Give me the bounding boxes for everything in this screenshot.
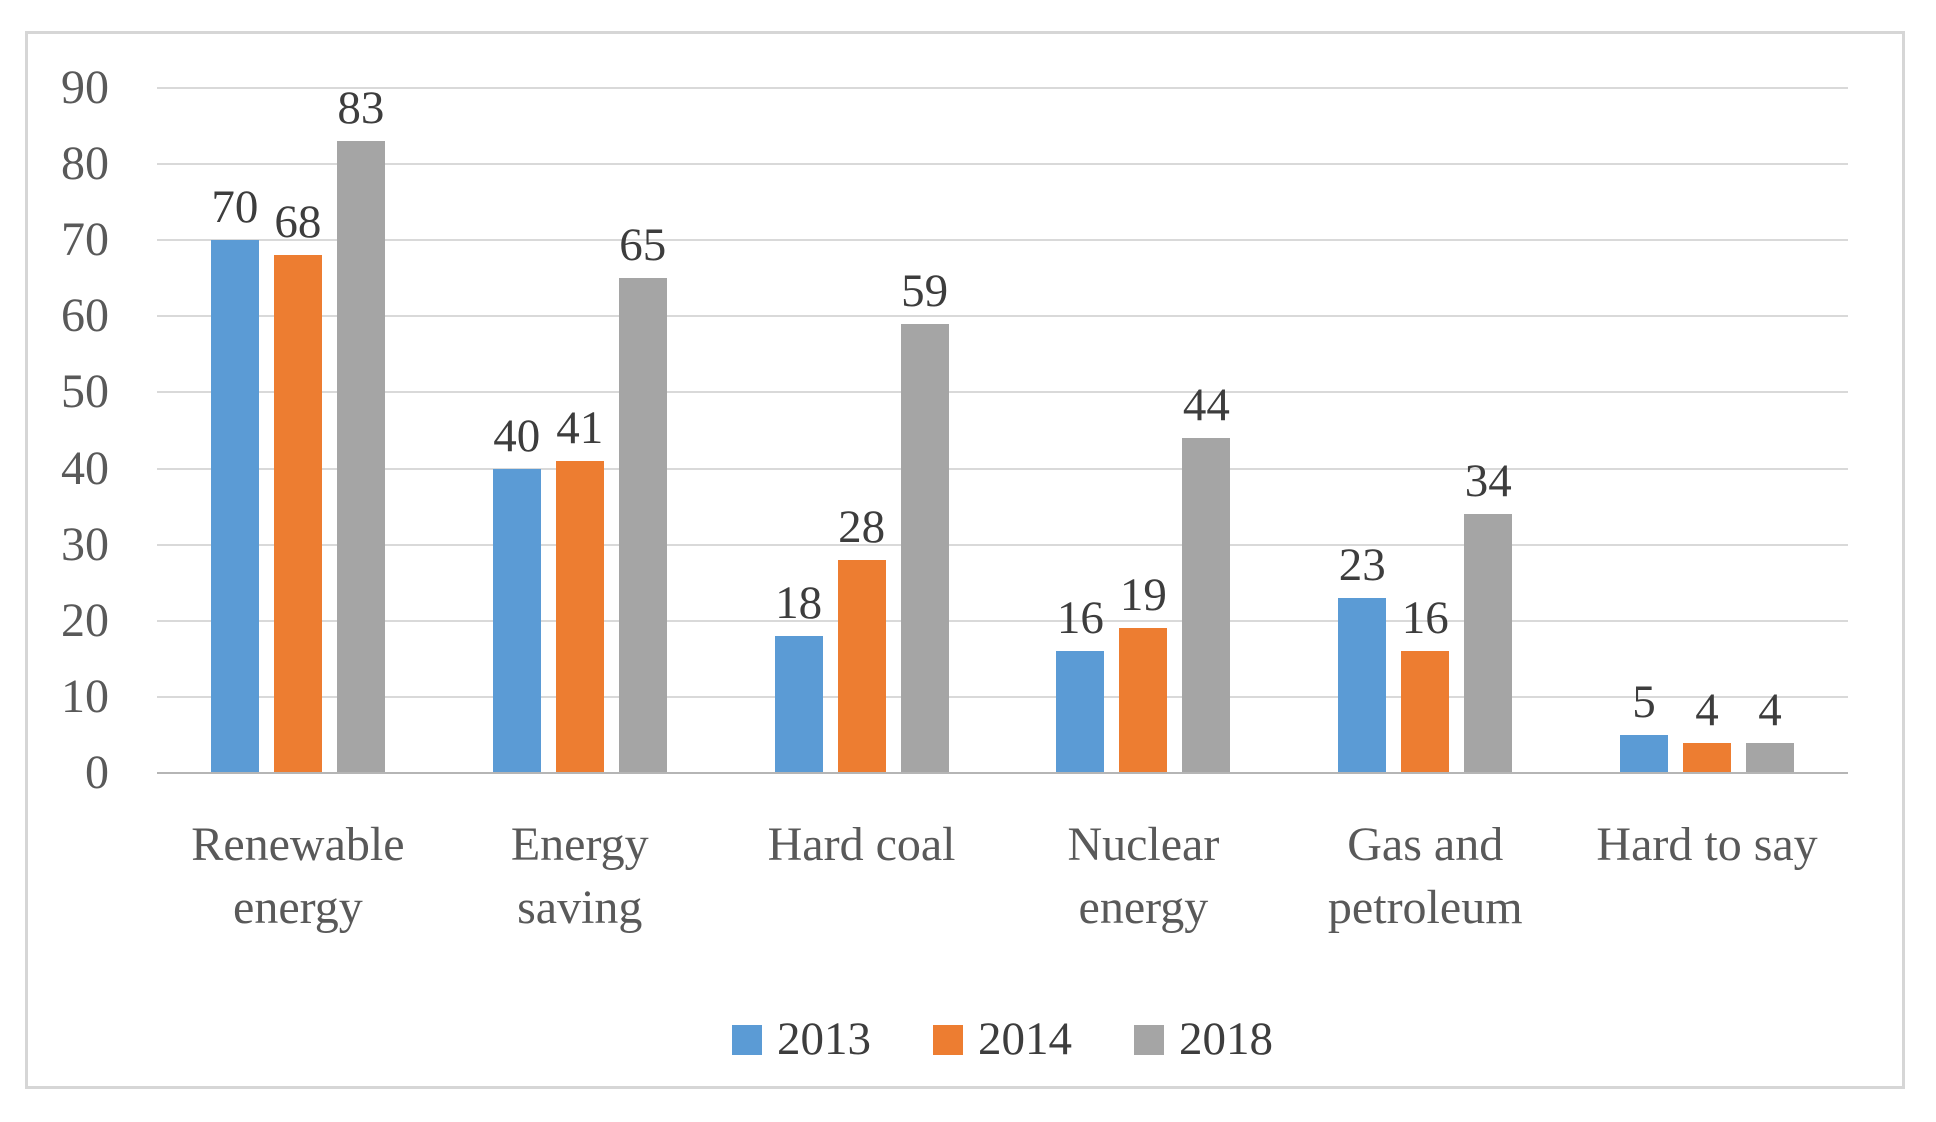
bar-2013: 70 [210,184,259,773]
data-label: 59 [901,264,949,317]
legend-label: 2018 [1179,1013,1273,1065]
bar-2013: 5 [1620,678,1669,773]
y-tick-label-0: 0 [85,746,109,799]
gridline-80 [157,163,1848,166]
data-label: 4 [1758,683,1782,736]
y-tick-label-80: 80 [61,137,109,191]
category-label-6: Hard to say [1596,818,1818,871]
legend-swatch-icon [933,1024,963,1055]
bar-group-1: 70 68 83 [157,85,439,773]
chart-legend: 2013 2014 2018 [157,1016,1848,1063]
y-tick-label-20: 20 [61,593,109,647]
gridline-70 [157,239,1848,242]
data-label: 19 [1119,569,1167,622]
gridline-60 [157,315,1848,318]
category-label-5: Gas and petroleum [1327,818,1523,935]
category-label-1: Renewable energy [191,818,405,935]
bar-2018: 59 [900,267,949,773]
category-axis-labels: Renewable energy Energy saving Hard coal Nu… [157,813,1848,940]
legend-item-2013: 2013 [732,1016,871,1063]
bar-2013: 23 [1338,541,1387,773]
legend-label: 2013 [777,1013,871,1065]
data-label: 4 [1695,683,1719,736]
bar-2018: 4 [1746,686,1795,773]
data-label: 34 [1464,455,1512,508]
data-label: 5 [1632,675,1656,728]
bar-2013: 40 [492,412,541,773]
gridline-30 [157,543,1848,546]
bar-2014: 19 [1119,572,1168,773]
data-label: 18 [775,577,823,629]
bar-group-3: 18 28 59 [721,88,1003,773]
bar-2014: 68 [273,199,322,773]
gridline-90 [157,87,1848,89]
y-tick-label-40: 40 [61,441,109,495]
bar-2018: 34 [1464,458,1513,773]
bar-groups-layer: 70 68 83 40 41 65 18 28 59 16 19 44 23 16 34 5 4 4 [157,85,1848,773]
category-label-4: Nuclear energy [1067,818,1220,935]
plot-area: 0 10 20 30 40 50 60 70 80 90 70 68 83 40 41 65 18 28 59 16… [61,64,1848,1063]
bar-2018: 44 [1182,382,1231,773]
y-tick-label-70: 70 [61,213,109,267]
bar-2018: 65 [618,222,667,773]
x-axis-line [157,772,1848,774]
data-label: 68 [274,196,322,249]
legend-swatch-icon [732,1024,762,1055]
data-label: 40 [493,409,541,462]
gridline-50 [157,391,1848,394]
gridline-40 [157,467,1848,470]
bar-2013: 18 [774,580,823,773]
gridline-10 [157,695,1848,698]
data-label: 16 [1401,592,1449,645]
bar-group-2: 40 41 65 [439,88,721,773]
bar-2014: 28 [837,503,886,773]
bar-2018: 83 [336,85,385,773]
data-label: 83 [337,82,385,135]
data-label: 23 [1338,538,1386,591]
data-label: 16 [1056,592,1104,645]
y-tick-label-10: 10 [61,669,109,723]
y-tick-label-60: 60 [61,289,109,343]
bar-2014: 16 [1401,595,1450,773]
bar-2013: 16 [1056,595,1105,773]
legend-label: 2014 [978,1013,1072,1065]
y-tick-label-50: 50 [61,365,109,419]
data-label: 44 [1182,379,1230,432]
y-tick-label-30: 30 [61,517,109,571]
y-tick-label-90: 90 [61,61,109,114]
category-label-3: Hard coal [767,818,956,871]
data-label: 28 [838,500,886,553]
bar-2014: 4 [1683,686,1732,773]
data-label: 70 [211,181,259,234]
data-label: 65 [619,219,667,272]
bar-2014: 41 [555,404,604,773]
legend-item-2018: 2018 [1134,1016,1273,1063]
bar-group-4: 16 19 44 [1002,88,1284,773]
chart-frame: 0 10 20 30 40 50 60 70 80 90 70 68 83 40 41 65 18 28 59 16… [25,31,1905,1089]
legend-item-2014: 2014 [933,1016,1072,1063]
data-label: 41 [556,401,604,454]
bar-group-5: 23 16 34 [1284,88,1566,773]
gridline-20 [157,619,1848,622]
category-label-2: Energy saving [510,818,649,935]
legend-swatch-icon [1134,1024,1164,1055]
